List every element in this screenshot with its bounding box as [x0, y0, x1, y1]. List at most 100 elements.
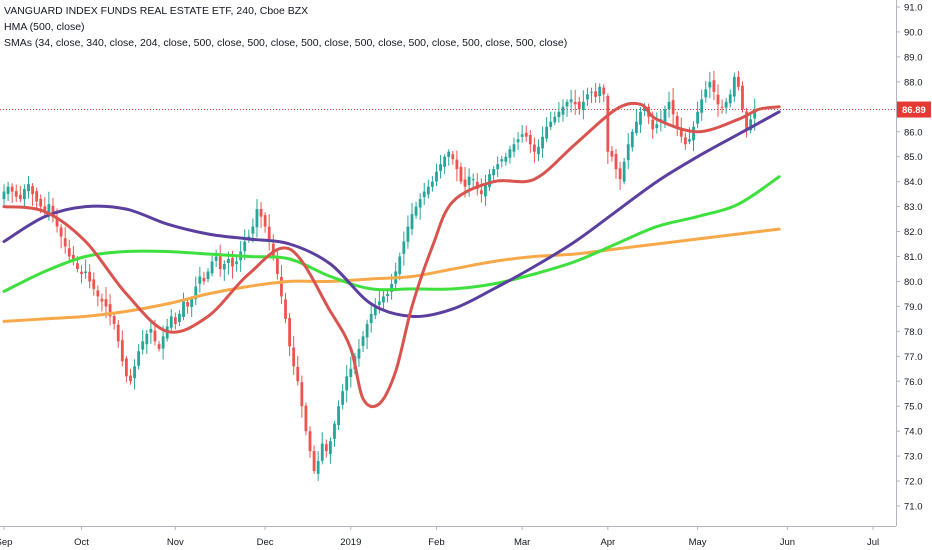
candle-body — [737, 76, 740, 87]
candle-body — [435, 171, 438, 182]
candle-body — [586, 94, 589, 100]
candle-body — [59, 227, 63, 237]
candle-body — [51, 205, 55, 217]
candle-body — [696, 111, 699, 124]
candle-body — [202, 277, 206, 282]
y-tick-label: 91.0 — [904, 3, 923, 14]
candle-body — [55, 218, 59, 227]
candle-body — [683, 137, 687, 145]
candle-body — [724, 101, 728, 108]
x-tick-label: Jul — [867, 537, 879, 548]
candle-body — [227, 258, 230, 263]
candle-body — [561, 106, 565, 115]
y-tick-label: 86.0 — [904, 127, 923, 138]
candle-body — [178, 313, 181, 323]
candle-body — [2, 191, 6, 200]
candle-body — [749, 119, 753, 131]
candle-body — [398, 256, 402, 275]
candle-body — [508, 149, 512, 158]
candle-body — [573, 101, 577, 105]
candle-body — [410, 214, 414, 230]
candle-body — [639, 111, 642, 125]
last-price-label: 86.89 — [902, 105, 926, 116]
candle-body — [675, 115, 679, 127]
candle-body — [280, 276, 283, 297]
series-layer — [2, 101, 781, 409]
candle-body — [402, 241, 406, 254]
y-tick-label: 83.0 — [904, 202, 923, 213]
candle-body — [23, 189, 26, 200]
candle-body — [382, 296, 385, 303]
candle-body — [549, 121, 553, 128]
candle-body — [198, 276, 202, 284]
candle-body — [565, 101, 569, 107]
candle-body — [35, 191, 39, 202]
candle-body — [345, 376, 349, 391]
candle-body — [447, 151, 451, 157]
candle-body — [133, 366, 136, 379]
candle-body — [516, 139, 520, 143]
candle-body — [594, 91, 597, 97]
candle-body — [492, 169, 495, 176]
candle-body — [235, 261, 238, 265]
candle-body — [496, 164, 500, 170]
candle-body — [500, 159, 504, 162]
candle-body — [520, 134, 524, 137]
candle-body — [125, 358, 128, 377]
y-tick-label: 89.0 — [904, 52, 923, 63]
candle-body — [324, 444, 328, 452]
candle-body — [732, 76, 736, 97]
candle-body — [422, 191, 426, 198]
sma34-line — [2, 101, 781, 409]
candle-body — [316, 461, 320, 474]
candle-body — [67, 248, 71, 257]
candle-body — [512, 144, 516, 152]
candle-body — [206, 271, 210, 280]
candle-body — [545, 126, 549, 139]
candle-body — [741, 85, 744, 110]
candle-body — [129, 375, 132, 382]
candle-body — [14, 191, 18, 197]
candle-body — [557, 111, 561, 118]
candle-body — [537, 146, 540, 155]
candle-body — [386, 293, 389, 297]
candle-body — [341, 391, 345, 405]
y-tick-label: 74.0 — [904, 427, 923, 438]
candle-body — [369, 313, 373, 324]
candle-layer — [2, 70, 757, 481]
candle-body — [414, 206, 418, 216]
hma-line — [2, 110, 781, 318]
candle-body — [745, 111, 748, 130]
x-tick-label: Nov — [167, 537, 184, 548]
candle-body — [137, 351, 141, 366]
candle-body — [84, 271, 87, 274]
candle-body — [182, 301, 185, 317]
candle-body — [31, 186, 34, 195]
candle-body — [716, 94, 720, 105]
candle-body — [218, 256, 222, 269]
candle-body — [108, 304, 112, 317]
candle-body — [222, 263, 226, 270]
candle-body — [320, 443, 324, 461]
candle-body — [688, 139, 691, 142]
candle-body — [451, 154, 455, 160]
x-tick-label: Dec — [257, 537, 274, 548]
candle-body — [504, 156, 508, 162]
candle-body — [667, 101, 671, 110]
candle-body — [606, 95, 610, 152]
candle-body — [275, 258, 279, 274]
candle-body — [541, 136, 544, 149]
candle-body — [169, 316, 173, 328]
candle-body — [635, 121, 638, 134]
candle-body — [104, 299, 108, 307]
candle-body — [655, 124, 659, 129]
legend-symbol-title: VANGUARD INDEX FUNDS REAL ESTATE ETF, 24… — [4, 5, 309, 17]
candle-body — [708, 81, 712, 88]
y-tick-label: 85.0 — [904, 152, 923, 163]
candle-body — [149, 328, 153, 333]
candle-body — [190, 298, 194, 307]
candle-body — [357, 348, 361, 359]
candle-body — [251, 226, 255, 234]
